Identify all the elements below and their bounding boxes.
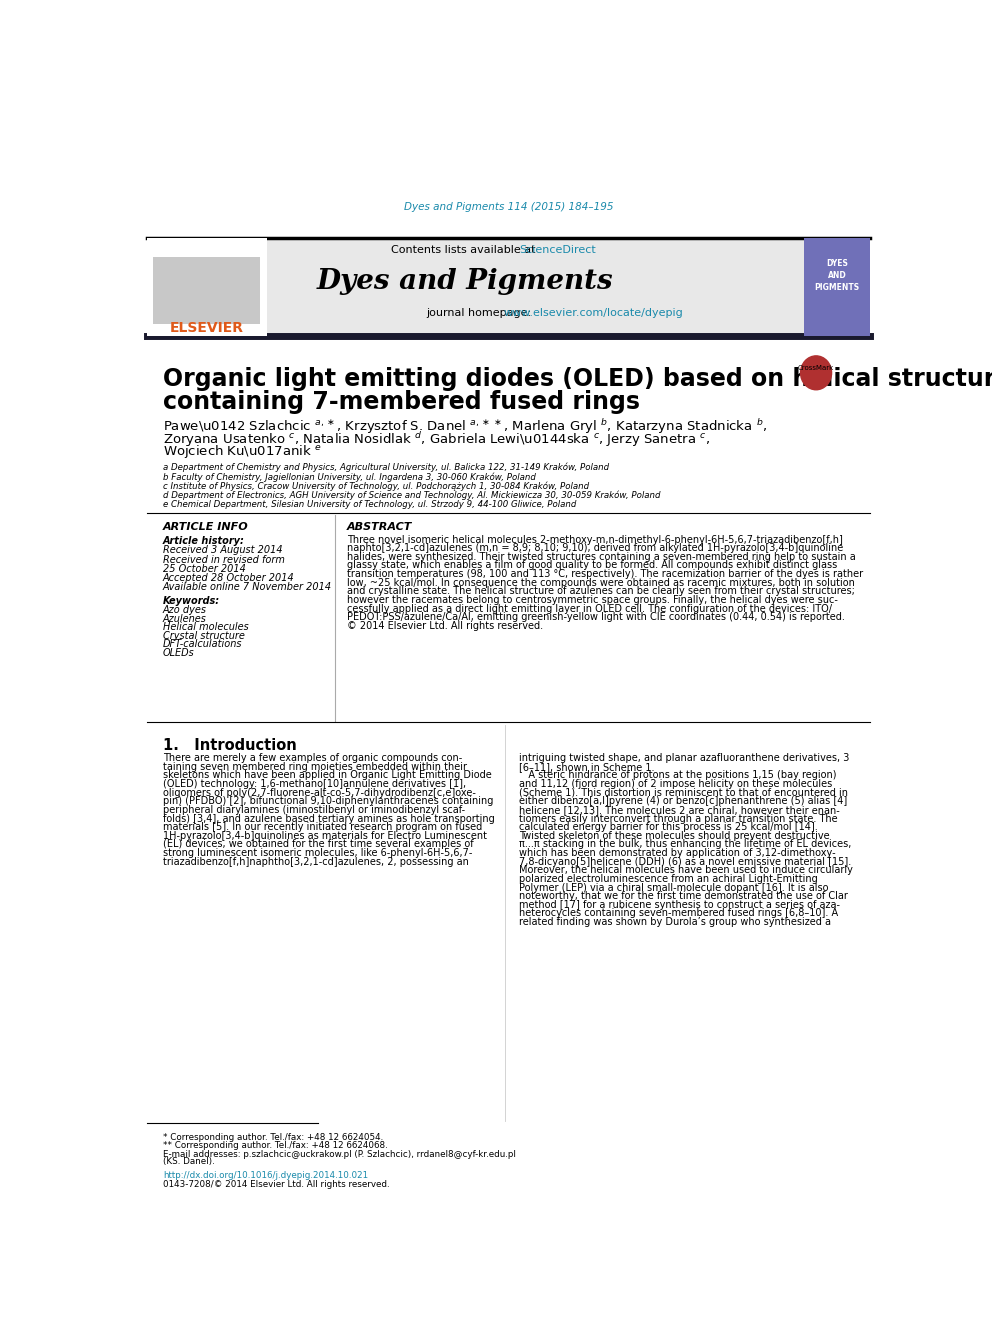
Text: * Corresponding author. Tel./fax: +48 12 6624054.: * Corresponding author. Tel./fax: +48 12… xyxy=(163,1132,383,1142)
Text: Accepted 28 October 2014: Accepted 28 October 2014 xyxy=(163,573,295,583)
Text: containing 7-membered fused rings: containing 7-membered fused rings xyxy=(163,390,640,414)
Text: halides, were synthesized. Their twisted structures containing a seven-membered : halides, were synthesized. Their twisted… xyxy=(347,552,856,562)
Text: Dyes and Pigments 114 (2015) 184–195: Dyes and Pigments 114 (2015) 184–195 xyxy=(404,201,613,212)
Text: either dibenzo[a,l]pyrene (4) or benzo[c]phenanthrene (5) alias [4]: either dibenzo[a,l]pyrene (4) or benzo[c… xyxy=(519,796,847,806)
Text: (EL) devices, we obtained for the first time several examples of: (EL) devices, we obtained for the first … xyxy=(163,839,473,849)
Text: PEDOT:PSS/azulene/Ca/Al, emitting greenish-yellow light with CIE coordinates (0.: PEDOT:PSS/azulene/Ca/Al, emitting greeni… xyxy=(347,613,845,622)
Text: Keywords:: Keywords: xyxy=(163,597,220,606)
Text: and crystalline state. The helical structure of azulenes can be clearly seen fro: and crystalline state. The helical struc… xyxy=(347,586,855,597)
Text: Zoryana Usatenko $^{c}$, Natalia Nosidlak $^{d}$, Gabriela Lewi\u0144ska $^{c}$,: Zoryana Usatenko $^{c}$, Natalia Nosidla… xyxy=(163,430,709,448)
Text: triazadibenzo[f,h]naphtho[3,2,1-cd]azulenes, 2, possessing an: triazadibenzo[f,h]naphtho[3,2,1-cd]azule… xyxy=(163,857,468,867)
Text: Three novel isomeric helical molecules 2-methoxy-m,n-dimethyl-6-phenyl-6H-5,6,7-: Three novel isomeric helical molecules 2… xyxy=(347,534,843,545)
Text: related finding was shown by Durola’s group who synthesized a: related finding was shown by Durola’s gr… xyxy=(519,917,831,927)
Text: taining seven membered ring moieties embedded within their: taining seven membered ring moieties emb… xyxy=(163,762,467,771)
Text: materials [5]. In our recently initiated research program on fused: materials [5]. In our recently initiated… xyxy=(163,822,482,832)
Bar xyxy=(154,257,260,324)
Text: Pawe\u0142 Szlachcic $^{a,\ast}$, Krzysztof S. Danel $^{a,\ast\ast}$, Marlena Gr: Pawe\u0142 Szlachcic $^{a,\ast}$, Krzysz… xyxy=(163,417,767,435)
Text: E-mail addresses: p.szlachcic@uckrakow.pl (P. Szlachcic), rrdanel8@cyf-kr.edu.pl: E-mail addresses: p.szlachcic@uckrakow.p… xyxy=(163,1150,516,1159)
Text: helicene [12,13]. The molecules 2 are chiral, however their enan-: helicene [12,13]. The molecules 2 are ch… xyxy=(519,804,840,815)
Text: intriguing twisted shape, and planar azafluoranthene derivatives, 3: intriguing twisted shape, and planar aza… xyxy=(519,753,849,763)
Text: tiomers easily interconvert through a planar transition state. The: tiomers easily interconvert through a pl… xyxy=(519,814,838,824)
Text: ScienceDirect: ScienceDirect xyxy=(520,245,596,254)
Text: low, ~25 kcal/mol. In consequence the compounds were obtained as racemic mixture: low, ~25 kcal/mol. In consequence the co… xyxy=(347,578,855,587)
Text: Azo dyes: Azo dyes xyxy=(163,606,206,615)
Text: OLEDs: OLEDs xyxy=(163,648,194,658)
Text: a Department of Chemistry and Physics, Agricultural University, ul. Balicka 122,: a Department of Chemistry and Physics, A… xyxy=(163,463,609,472)
Text: Helical molecules: Helical molecules xyxy=(163,622,249,632)
Text: Article history:: Article history: xyxy=(163,536,245,546)
Text: A steric hindrance of protons at the positions 1,15 (bay region): A steric hindrance of protons at the pos… xyxy=(519,770,836,781)
Text: Polymer (LEP) via a chiral small-molecule dopant [16]. It is also: Polymer (LEP) via a chiral small-molecul… xyxy=(519,882,828,893)
Text: 1.   Introduction: 1. Introduction xyxy=(163,738,297,753)
Text: (Scheme 1). This distortion is reminiscent to that of encountered in: (Scheme 1). This distortion is reminisce… xyxy=(519,787,848,798)
Text: Moreover, the helical molecules have been used to induce circularly: Moreover, the helical molecules have bee… xyxy=(519,865,853,876)
Text: d Department of Electronics, AGH University of Science and Technology, Al. Micki: d Department of Electronics, AGH Univers… xyxy=(163,491,661,500)
Text: polarized electroluminescence from an achiral Light-Emitting: polarized electroluminescence from an ac… xyxy=(519,875,818,884)
Text: Available online 7 November 2014: Available online 7 November 2014 xyxy=(163,582,332,593)
Text: noteworthy, that we for the first time demonstrated the use of Clar: noteworthy, that we for the first time d… xyxy=(519,892,848,901)
Text: 0143-7208/© 2014 Elsevier Ltd. All rights reserved.: 0143-7208/© 2014 Elsevier Ltd. All right… xyxy=(163,1180,390,1189)
Text: 7,8-dicyano[5]helicene (DDH) (6) as a novel emissive material [15].: 7,8-dicyano[5]helicene (DDH) (6) as a no… xyxy=(519,857,851,867)
Text: π...π stacking in the bulk, thus enhancing the lifetime of EL devices,: π...π stacking in the bulk, thus enhanci… xyxy=(519,839,851,849)
Text: oligomers of poly(2,7-fluorene-alt-co-5,7-dihydrodibenz[c,e]oxe-: oligomers of poly(2,7-fluorene-alt-co-5,… xyxy=(163,787,475,798)
Text: (OLED) technology: 1,6-methano[10]annulene derivatives [1],: (OLED) technology: 1,6-methano[10]annule… xyxy=(163,779,466,789)
Text: Azulenes: Azulenes xyxy=(163,614,206,624)
Text: Wojciech Ku\u017anik $^{e}$: Wojciech Ku\u017anik $^{e}$ xyxy=(163,443,321,460)
Text: pin) (PFDBO) [2], bifunctional 9,10-diphenylanthracenes containing: pin) (PFDBO) [2], bifunctional 9,10-diph… xyxy=(163,796,493,806)
Text: ELSEVIER: ELSEVIER xyxy=(170,321,244,335)
Text: e Chemical Department, Silesian University of Technology, ul. Strzody 9, 44-100 : e Chemical Department, Silesian Universi… xyxy=(163,500,576,509)
Text: peripheral diarylamines (iminostilbenyl or iminodibenzyl scaf-: peripheral diarylamines (iminostilbenyl … xyxy=(163,804,465,815)
Bar xyxy=(147,238,805,336)
Text: Received 3 August 2014: Received 3 August 2014 xyxy=(163,545,283,556)
Text: and 11,12 (fjord region) of 2 impose helicity on these molecules: and 11,12 (fjord region) of 2 impose hel… xyxy=(519,779,832,789)
Text: method [17] for a rubicene synthesis to construct a series of aza-: method [17] for a rubicene synthesis to … xyxy=(519,900,840,910)
Bar xyxy=(147,238,268,336)
Bar xyxy=(805,238,870,336)
Text: c Institute of Physics, Cracow University of Technology, ul. Podchorążych 1, 30-: c Institute of Physics, Cracow Universit… xyxy=(163,482,589,491)
Text: calculated energy barrier for this process is 25 kcal/mol [14].: calculated energy barrier for this proce… xyxy=(519,822,818,832)
Text: ABSTRACT: ABSTRACT xyxy=(347,523,413,532)
Text: DFT-calculations: DFT-calculations xyxy=(163,639,242,650)
Text: http://dx.doi.org/10.1016/j.dyepig.2014.10.021: http://dx.doi.org/10.1016/j.dyepig.2014.… xyxy=(163,1171,368,1180)
Text: www.elsevier.com/locate/dyepig: www.elsevier.com/locate/dyepig xyxy=(504,308,683,318)
Text: folds) [3,4], and azulene based tertiary amines as hole transporting: folds) [3,4], and azulene based tertiary… xyxy=(163,814,494,824)
Text: naphto[3,2,1-cd]azulenes (m,n = 8,9; 8,10; 9,10), derived from alkylated 1H-pyra: naphto[3,2,1-cd]azulenes (m,n = 8,9; 8,1… xyxy=(347,544,843,553)
Text: Received in revised form: Received in revised form xyxy=(163,554,285,565)
Text: Organic light emitting diodes (OLED) based on helical structures: Organic light emitting diodes (OLED) bas… xyxy=(163,366,992,390)
Text: journal homepage:: journal homepage: xyxy=(427,308,535,318)
Text: Crystal structure: Crystal structure xyxy=(163,631,245,640)
Text: strong luminescent isomeric molecules, like 6-phenyl-6H-5,6,7-: strong luminescent isomeric molecules, l… xyxy=(163,848,472,859)
Text: (KS. Danel).: (KS. Danel). xyxy=(163,1158,214,1167)
Text: Dyes and Pigments: Dyes and Pigments xyxy=(316,269,613,295)
Text: heterocycles containing seven-membered fused rings [6,8–10]. A: heterocycles containing seven-membered f… xyxy=(519,909,838,918)
Text: © 2014 Elsevier Ltd. All rights reserved.: © 2014 Elsevier Ltd. All rights reserved… xyxy=(347,620,544,631)
Text: glassy state, which enables a film of good quality to be formed. All compounds e: glassy state, which enables a film of go… xyxy=(347,561,837,570)
Text: which has been demonstrated by application of 3,12-dimethoxy-: which has been demonstrated by applicati… xyxy=(519,848,836,859)
Text: cessfully applied as a direct light emitting layer in OLED cell. The configurati: cessfully applied as a direct light emit… xyxy=(347,603,832,614)
Text: transition temperatures (98, 100 and 113 °C, respectively). The racemization bar: transition temperatures (98, 100 and 113… xyxy=(347,569,863,579)
Text: 1H-pyrazolo[3,4-b]quinolines as materials for Electro Luminescent: 1H-pyrazolo[3,4-b]quinolines as material… xyxy=(163,831,487,841)
Text: skeletons which have been applied in Organic Light Emitting Diode: skeletons which have been applied in Org… xyxy=(163,770,491,781)
Text: b Faculty of Chemistry, Jagiellonian University, ul. Ingardena 3, 30-060 Kraków,: b Faculty of Chemistry, Jagiellonian Uni… xyxy=(163,472,536,482)
Text: There are merely a few examples of organic compounds con-: There are merely a few examples of organ… xyxy=(163,753,462,763)
Text: Contents lists available at: Contents lists available at xyxy=(391,245,539,254)
Text: DYES
AND
PIGMENTS: DYES AND PIGMENTS xyxy=(814,259,859,292)
Text: ** Corresponding author. Tel./fax: +48 12 6624068.: ** Corresponding author. Tel./fax: +48 1… xyxy=(163,1142,388,1150)
Text: 25 October 2014: 25 October 2014 xyxy=(163,564,246,574)
Text: [6–11], shown in Scheme 1.: [6–11], shown in Scheme 1. xyxy=(519,762,655,771)
Text: Twisted skeleton of these molecules should prevent destructive: Twisted skeleton of these molecules shou… xyxy=(519,831,830,841)
Text: ARTICLE INFO: ARTICLE INFO xyxy=(163,523,249,532)
Ellipse shape xyxy=(801,356,831,390)
Text: however the racemates belong to centrosymmetric space groups. Finally, the helic: however the racemates belong to centrosy… xyxy=(347,595,838,605)
Text: CrossMark: CrossMark xyxy=(798,365,834,372)
